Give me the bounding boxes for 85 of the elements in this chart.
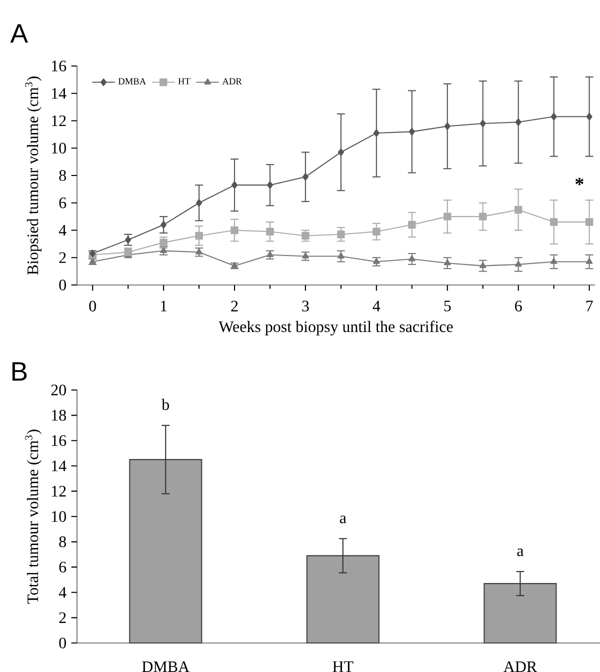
point <box>231 181 238 189</box>
y-tick-label: 2 <box>59 252 66 263</box>
point <box>160 220 167 229</box>
y-tick-label: 16 <box>52 435 66 446</box>
y-axis-title: Biopsied tumour volume (cm$^{3}$) <box>25 76 42 275</box>
point <box>266 181 274 189</box>
point <box>444 122 450 130</box>
y-tick-label: 12 <box>52 486 66 496</box>
y-tick-label: 10 <box>52 511 66 522</box>
point <box>266 228 274 236</box>
annotation: a <box>340 516 346 524</box>
x-axis-title: Weeks post biopsy until the sacrifice <box>218 320 453 336</box>
x-tick-label: 1 <box>160 300 167 312</box>
y-tick-label: 14 <box>52 460 66 472</box>
point <box>408 128 415 136</box>
x-tick-label: 0 <box>89 300 96 312</box>
bar <box>484 583 557 644</box>
annotation: a <box>517 548 524 556</box>
point <box>266 251 274 258</box>
point <box>586 112 592 121</box>
point <box>196 248 202 254</box>
point <box>302 252 309 258</box>
y-tick-label: 2 <box>59 612 66 623</box>
point <box>230 226 238 234</box>
point <box>337 230 345 238</box>
legend-label: DMBA <box>118 78 146 84</box>
y-tick-label: 6 <box>59 562 66 572</box>
x-tick-label: DMBA <box>142 661 190 672</box>
point <box>196 199 202 207</box>
x-tick-label: 7 <box>586 300 593 312</box>
chart-title: A <box>10 24 28 43</box>
point <box>160 246 167 253</box>
point <box>124 248 132 256</box>
point <box>514 260 522 267</box>
point <box>585 218 594 226</box>
y-tick-label: 4 <box>58 224 66 236</box>
point <box>302 173 309 181</box>
point <box>586 258 593 264</box>
legend-label: ADR <box>222 78 242 84</box>
y-tick-label: 20 <box>51 384 66 396</box>
bar <box>129 459 202 644</box>
y-tick-label: 12 <box>52 115 66 126</box>
y-tick-label: 8 <box>59 170 66 181</box>
annotation: b <box>162 398 170 410</box>
point <box>125 236 132 244</box>
point <box>373 258 380 264</box>
point <box>444 212 452 220</box>
y-axis-title: Total tumour volume (cm$^{3}$) <box>25 430 42 604</box>
point <box>480 120 486 128</box>
x-tick-label: 5 <box>444 300 451 312</box>
y-tick-label: 6 <box>59 197 66 208</box>
x-tick-label: 2 <box>231 300 238 312</box>
point <box>515 118 522 126</box>
y-tick-label: 16 <box>52 60 66 72</box>
point <box>479 262 486 268</box>
legend-label: HT <box>178 78 190 84</box>
point <box>444 259 451 266</box>
point <box>373 129 380 137</box>
point <box>550 218 558 226</box>
x-tick-label: HT <box>332 661 354 672</box>
point <box>408 220 416 229</box>
x-tick-label: 4 <box>372 300 380 312</box>
point <box>195 232 203 240</box>
point <box>338 252 344 258</box>
annotation: * <box>575 178 584 186</box>
point <box>550 258 558 264</box>
point <box>479 212 487 220</box>
x-tick-label: 6 <box>515 300 522 312</box>
x-tick-label: 3 <box>302 300 309 312</box>
point <box>160 238 168 246</box>
point <box>372 228 380 236</box>
y-tick-label: 0 <box>59 638 66 648</box>
point <box>550 112 557 121</box>
bar <box>306 555 380 644</box>
y-tick-label: 8 <box>59 536 66 548</box>
y-tick-label: 14 <box>52 88 66 99</box>
y-tick-label: 18 <box>52 410 66 421</box>
point <box>338 148 344 156</box>
chart-title: B <box>12 362 27 381</box>
point <box>408 255 416 262</box>
x-tick-label: ADR <box>503 661 538 672</box>
point <box>514 206 522 214</box>
y-tick-label: 4 <box>58 587 66 598</box>
y-tick-label: 10 <box>52 142 66 154</box>
y-tick-label: 0 <box>59 280 66 290</box>
